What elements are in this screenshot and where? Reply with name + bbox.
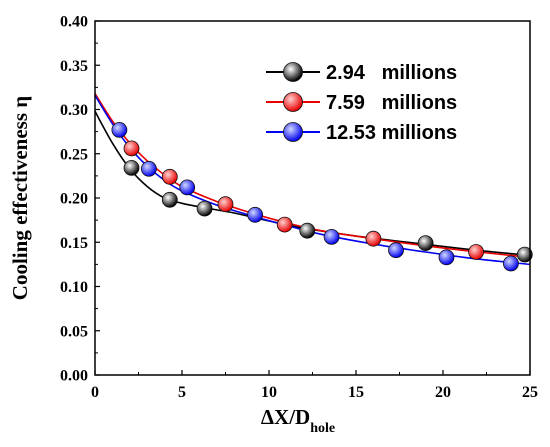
data-point-2-5 bbox=[388, 242, 404, 259]
data-point-0-5 bbox=[516, 246, 533, 263]
legend-label-2: 12.53 millions bbox=[326, 122, 457, 144]
x-axis-title: ΔX/Dhole bbox=[261, 405, 335, 436]
y-axis-title: Cooling effectiveness η bbox=[8, 96, 32, 300]
y-tick-label-5: 0.25 bbox=[60, 146, 88, 163]
axis-ticks: 0 5 10 15 20 25 0.00 0.05 0.10 0.15 0.20 0.25 0.30 0.… bbox=[60, 14, 538, 402]
legend-marker-1 bbox=[283, 92, 303, 112]
x-tick-label-5: 25 bbox=[522, 384, 538, 401]
x-tick-label-3: 15 bbox=[348, 384, 364, 401]
y-tick-label-7: 0.35 bbox=[60, 58, 88, 75]
data-point-2-4 bbox=[323, 228, 340, 245]
data-point-2-6 bbox=[438, 249, 455, 266]
data-point-2-1 bbox=[140, 160, 157, 177]
x-tick-label-2: 10 bbox=[261, 384, 277, 401]
series-line-2 bbox=[94, 94, 531, 266]
legend-marker-2 bbox=[283, 122, 303, 142]
data-point-1-1 bbox=[161, 168, 178, 185]
legend-label-1: 7.59 millions bbox=[326, 92, 457, 114]
y-tick-label-2: 0.10 bbox=[60, 279, 88, 296]
data-point-0-1 bbox=[161, 191, 178, 208]
series-markers bbox=[111, 121, 533, 272]
y-tick-label-0: 0.00 bbox=[60, 368, 88, 385]
y-tick-label-6: 0.30 bbox=[60, 102, 88, 119]
data-point-2-7 bbox=[502, 255, 519, 272]
legend-label-0: 2.94 millions bbox=[326, 62, 457, 84]
data-point-0-0 bbox=[123, 159, 140, 176]
data-point-1-5 bbox=[468, 244, 485, 260]
x-tick-label-4: 20 bbox=[435, 384, 451, 401]
x-tick-label-0: 0 bbox=[91, 384, 99, 401]
data-point-1-2 bbox=[217, 196, 234, 213]
y-tick-label-8: 0.40 bbox=[60, 14, 88, 31]
y-tick-label-3: 0.15 bbox=[60, 235, 88, 252]
legend: 2.94 millions 7.59 millions 12.53 millions bbox=[266, 62, 457, 144]
data-point-2-3 bbox=[247, 206, 264, 223]
plot-frame bbox=[94, 20, 531, 376]
data-point-2-0 bbox=[111, 121, 128, 138]
data-point-0-2 bbox=[196, 200, 213, 217]
y-tick-label-1: 0.05 bbox=[60, 323, 88, 340]
data-point-1-3 bbox=[276, 216, 293, 233]
data-point-0-4 bbox=[417, 235, 434, 252]
x-tick-label-1: 5 bbox=[178, 384, 186, 401]
data-point-0-3 bbox=[299, 222, 316, 239]
data-point-1-0 bbox=[123, 140, 140, 157]
y-tick-label-4: 0.20 bbox=[60, 191, 88, 208]
data-point-1-4 bbox=[365, 230, 382, 247]
series-curves bbox=[94, 93, 531, 266]
data-point-2-2 bbox=[179, 179, 196, 196]
legend-marker-0 bbox=[283, 62, 303, 82]
